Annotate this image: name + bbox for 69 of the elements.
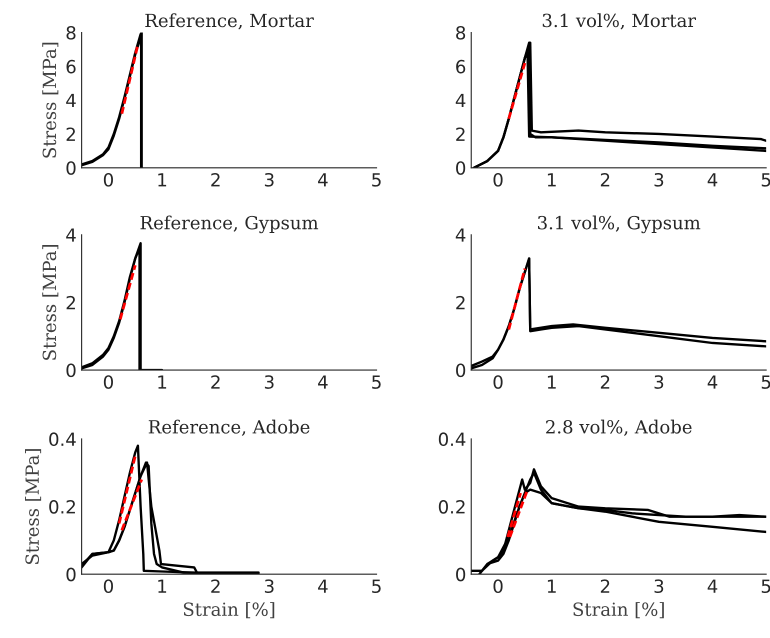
x-tick-label: 2: [600, 579, 610, 593]
y-tick-label: 4: [66, 228, 76, 242]
x-tick-label: 1: [158, 580, 166, 593]
x-tick-label: 1: [548, 173, 556, 186]
x-tick-label: 5: [372, 375, 381, 389]
y-tick-label: 0: [456, 364, 466, 378]
chart-title: Reference, Adobe: [148, 420, 310, 436]
y-tick-label: 2: [456, 127, 465, 141]
x-tick-label: 4: [708, 375, 718, 389]
y-tick-label: 0: [456, 161, 466, 175]
x-tick-label: 2: [600, 375, 610, 389]
y-tick-label: 0: [66, 364, 76, 378]
x-tick-label: 3: [264, 579, 274, 594]
x-tick-label: 4: [318, 375, 328, 389]
chart-title: 3.1 vol%, Mortar: [542, 13, 696, 30]
x-tick-label: 3: [264, 172, 274, 187]
y-tick-label: 6: [456, 60, 466, 74]
x-tick-label: 0: [493, 172, 503, 187]
x-tick-label: 4: [318, 580, 328, 593]
y-axis-title: Stress [MPa]: [25, 449, 42, 564]
y-tick-label: 0.2: [49, 500, 75, 514]
x-tick-label: 5: [762, 173, 770, 187]
chart-title: Reference, Gypsum: [140, 216, 318, 234]
x-tick-label: 4: [708, 173, 718, 186]
y-tick-label: 0.4: [49, 432, 76, 446]
y-tick-label: 4: [456, 228, 466, 242]
x-tick-label: 1: [158, 173, 166, 186]
x-tick-label: 0: [104, 375, 113, 389]
y-tick-label: 6: [66, 60, 76, 74]
x-tick-label: 3: [654, 172, 664, 187]
y-tick-label: 0.2: [438, 500, 465, 514]
y-tick-label: 0.4: [438, 432, 466, 446]
y-tick-label: 4: [456, 94, 466, 108]
x-tick-label: 4: [708, 580, 718, 593]
chart-title: 3.1 vol%, Gypsum: [538, 216, 700, 234]
y-tick-label: 0: [66, 568, 76, 582]
x-tick-label: 1: [548, 580, 556, 593]
x-tick-label: 1: [158, 375, 166, 389]
x-axis-title: Strain [%]: [574, 602, 664, 618]
x-axis-title: Strain [%]: [184, 602, 274, 618]
x-tick-label: 2: [211, 579, 220, 593]
chart-title: 2.8 vol%, Adobe: [546, 420, 692, 436]
x-tick-label: 4: [318, 173, 328, 186]
chart-title: Reference, Mortar: [145, 13, 314, 30]
y-tick-label: 8: [456, 26, 466, 40]
x-tick-label: 0: [104, 579, 113, 594]
x-tick-label: 3: [654, 375, 664, 389]
x-tick-label: 0: [493, 375, 503, 389]
x-tick-label: 0: [104, 172, 113, 187]
x-tick-label: 5: [372, 580, 381, 594]
x-tick-label: 2: [211, 375, 220, 389]
x-tick-label: 5: [762, 580, 770, 594]
y-axis-title: Stress [MPa]: [42, 42, 58, 158]
y-axis-title: Stress [MPa]: [42, 245, 58, 360]
x-tick-label: 2: [211, 172, 220, 186]
x-tick-label: 3: [264, 375, 274, 389]
x-tick-label: 1: [548, 375, 556, 389]
y-tick-label: 8: [66, 26, 76, 40]
x-tick-label: 5: [762, 375, 770, 389]
x-tick-label: 0: [493, 579, 503, 594]
y-tick-label: 0: [66, 161, 76, 175]
x-tick-label: 3: [654, 579, 664, 594]
y-tick-label: 0: [456, 568, 466, 582]
y-tick-label: 2: [456, 296, 465, 310]
y-tick-label: 4: [66, 94, 76, 108]
x-tick-label: 2: [600, 172, 610, 186]
y-tick-label: 2: [66, 296, 75, 310]
y-tick-label: 2: [66, 127, 75, 141]
x-tick-label: 5: [372, 173, 381, 187]
